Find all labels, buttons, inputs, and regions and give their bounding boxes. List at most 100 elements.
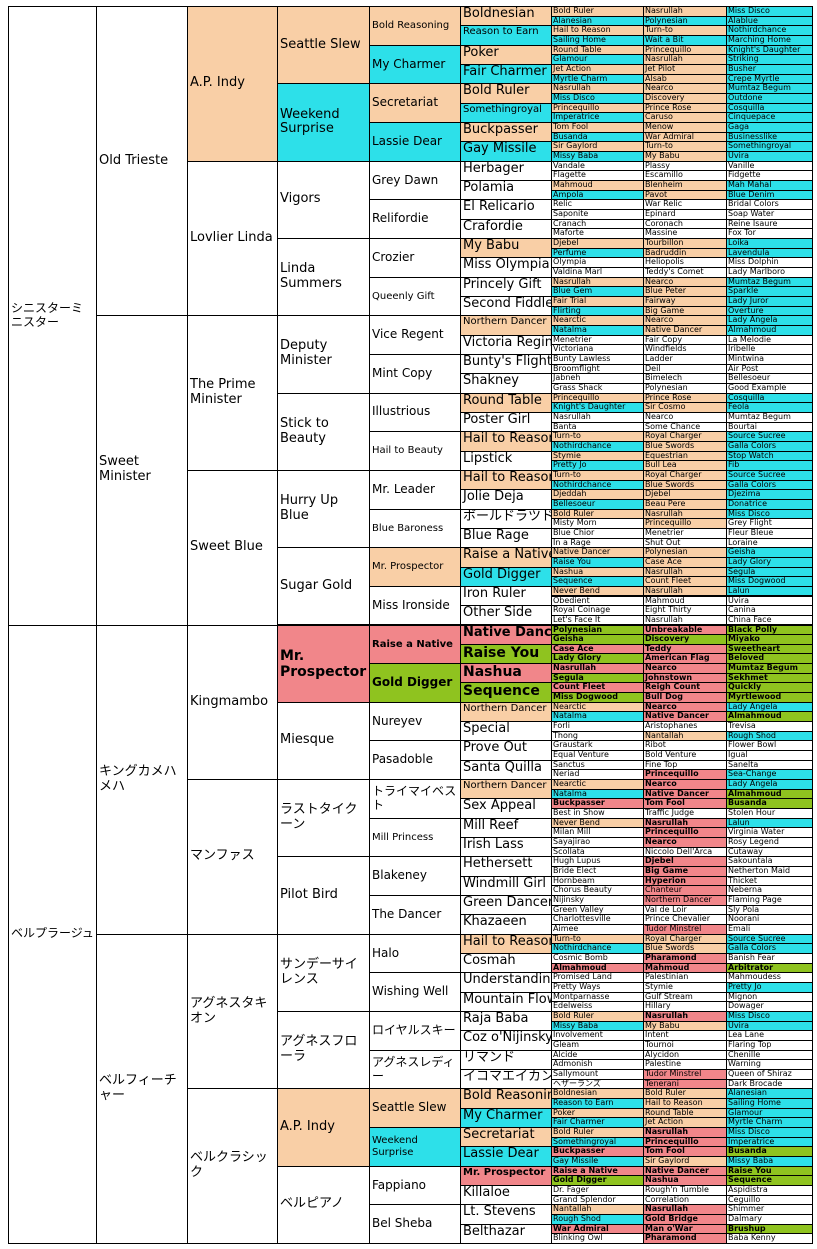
horse-name: Alsab — [645, 73, 667, 83]
horse-name: Iron Ruler — [463, 585, 526, 601]
horse-name: Geisha — [553, 634, 584, 644]
horse-name: Bunty Lawless — [553, 353, 611, 363]
horse-name: Glamour — [553, 54, 588, 64]
horse-name: Poster Girl — [463, 411, 531, 427]
pedigree-cell-gen5: Gay Missile — [460, 141, 552, 162]
horse-name: Beloved — [728, 653, 765, 663]
horse-name: Special — [463, 721, 510, 737]
horse-name: Lavendula — [728, 247, 770, 257]
horse-name: Blue Swords — [645, 479, 695, 489]
horse-name: Secretariat — [372, 95, 439, 110]
horse-name: Turn-to — [645, 141, 673, 151]
horse-name: Reason to Earn — [463, 26, 539, 38]
horse-name: Mahmoudess — [728, 972, 781, 982]
horse-name: Miyako — [728, 634, 760, 644]
horse-name: Fleur Bleue — [728, 527, 774, 537]
horse-name: Nasrullah — [553, 83, 591, 93]
horse-name: ヘザーランズ — [553, 1078, 601, 1088]
horse-name: Raise a Native — [463, 547, 552, 563]
pedigree-cell-gen4: トライマイベスト — [369, 779, 461, 819]
horse-name: Prince Rose — [645, 102, 692, 112]
horse-name: Some Chance — [645, 421, 701, 431]
pedigree-cell-gen5: Mountain Flower — [460, 991, 552, 1013]
horse-name: Almahmoud — [728, 324, 777, 334]
horse-name: Never Bend — [553, 585, 600, 595]
horse-name: Flaming Page — [728, 895, 782, 905]
horse-name: Glamour — [728, 1107, 763, 1117]
horse-name: Nantallah — [645, 730, 684, 740]
horse-name: Turn-to — [553, 469, 581, 479]
horse-name: Nearco — [645, 411, 674, 421]
horse-name: Northern Dancer — [645, 895, 712, 905]
horse-name: Menetrier — [553, 334, 592, 344]
pedigree-cell-gen5: El Relicario — [460, 199, 552, 220]
pedigree-cell-gen4: Nureyev — [369, 701, 461, 742]
horse-name: Miss Dogwood — [553, 692, 618, 702]
pedigree-cell-gen5: Hail to Reason — [460, 469, 552, 491]
pedigree-cell-gen3: ベルピアノ — [277, 1165, 370, 1244]
horse-name: Princely Gift — [463, 276, 542, 292]
horse-name: Green Valley — [553, 904, 604, 914]
horse-name: Gold Digger — [372, 675, 453, 690]
horse-name: Mill Princess — [372, 831, 434, 843]
horse-name: Good Example — [728, 382, 787, 392]
pedigree-cell-gen3: Deputy Minister — [277, 315, 370, 394]
pedigree-cell-gen4: Mill Princess — [369, 817, 461, 858]
horse-name: Sequence — [728, 1175, 772, 1185]
horse-name: Best in Show — [553, 808, 605, 818]
horse-name: Irish Lass — [463, 837, 524, 853]
horse-name: El Relicario — [463, 199, 535, 215]
horse-name: Mah Mahal — [728, 179, 772, 189]
pedigree-cell-gen5: Victoria Regina — [460, 334, 552, 355]
horse-name: Myrtle Charm — [728, 1117, 783, 1127]
horse-name: Seattle Slew — [280, 36, 361, 52]
horse-name: Lalun — [728, 817, 750, 827]
horse-name: Princequillo — [645, 1136, 699, 1146]
horse-name: Missy Baba — [553, 1020, 599, 1030]
horse-name: Source Sucree — [728, 469, 786, 479]
horse-name: Hail to Reason — [463, 469, 552, 485]
horse-name: Second Fiddle — [463, 295, 552, 311]
horse-name: Round Table — [553, 44, 602, 54]
horse-name: Case Ace — [645, 556, 682, 566]
horse-name: Grey Flight — [728, 518, 772, 528]
pedigree-cell-gen4: Raise a Native — [369, 624, 461, 665]
horse-name: Boldnesian — [553, 1088, 598, 1098]
pedigree-cell-gen5: Herbager — [460, 160, 552, 181]
horse-name: Wait a Bit — [645, 34, 684, 44]
horse-name: Vigors — [280, 191, 321, 207]
horse-name: War Relic — [645, 199, 683, 209]
horse-name: The Prime Minister — [190, 377, 256, 408]
horse-name: Gold Digger — [463, 566, 541, 582]
horse-name: Hillary — [645, 1001, 671, 1011]
horse-name: Relifordie — [372, 211, 429, 226]
horse-name: Cosmah — [463, 953, 516, 969]
pedigree-cell-gen5: Mr. Prospector — [460, 1165, 552, 1187]
horse-name: Tourbillon — [645, 237, 684, 247]
horse-name: Miss Ironside — [372, 597, 450, 612]
horse-name: Nearco — [645, 779, 677, 789]
horse-name: Raise a Native — [372, 638, 453, 650]
horse-name: Pretty Jo — [553, 460, 587, 470]
horse-name: Boldnesian — [463, 6, 535, 21]
horse-name: Nasrullah — [645, 1204, 689, 1214]
horse-name: Never Bend — [553, 817, 600, 827]
horse-name: Almahmoud — [728, 788, 782, 798]
horse-name: My Babu — [645, 150, 680, 160]
horse-name: Blue Peter — [645, 286, 687, 296]
horse-name: Obedient — [553, 595, 590, 605]
horse-name: Fib — [728, 460, 740, 470]
horse-name: Dr. Fager — [553, 1185, 589, 1195]
pedigree-cell-gen5: Secretariat — [460, 1127, 552, 1148]
horse-name: Lt. Stevens — [463, 1204, 536, 1220]
horse-name: Niccolo Dell'Arca — [645, 846, 713, 856]
pedigree-cell-gen4: Grey Dawn — [369, 160, 461, 201]
horse-name: ラストタイクーン — [280, 802, 358, 833]
horse-name: Grand Splendor — [553, 1194, 616, 1204]
horse-name: Marching Home — [728, 34, 791, 44]
horse-name: Mumtaz Begum — [728, 411, 791, 421]
horse-name: ボールドラツド — [463, 508, 552, 524]
horse-name: Emali — [728, 924, 751, 934]
horse-name: Badruddin — [645, 247, 687, 257]
